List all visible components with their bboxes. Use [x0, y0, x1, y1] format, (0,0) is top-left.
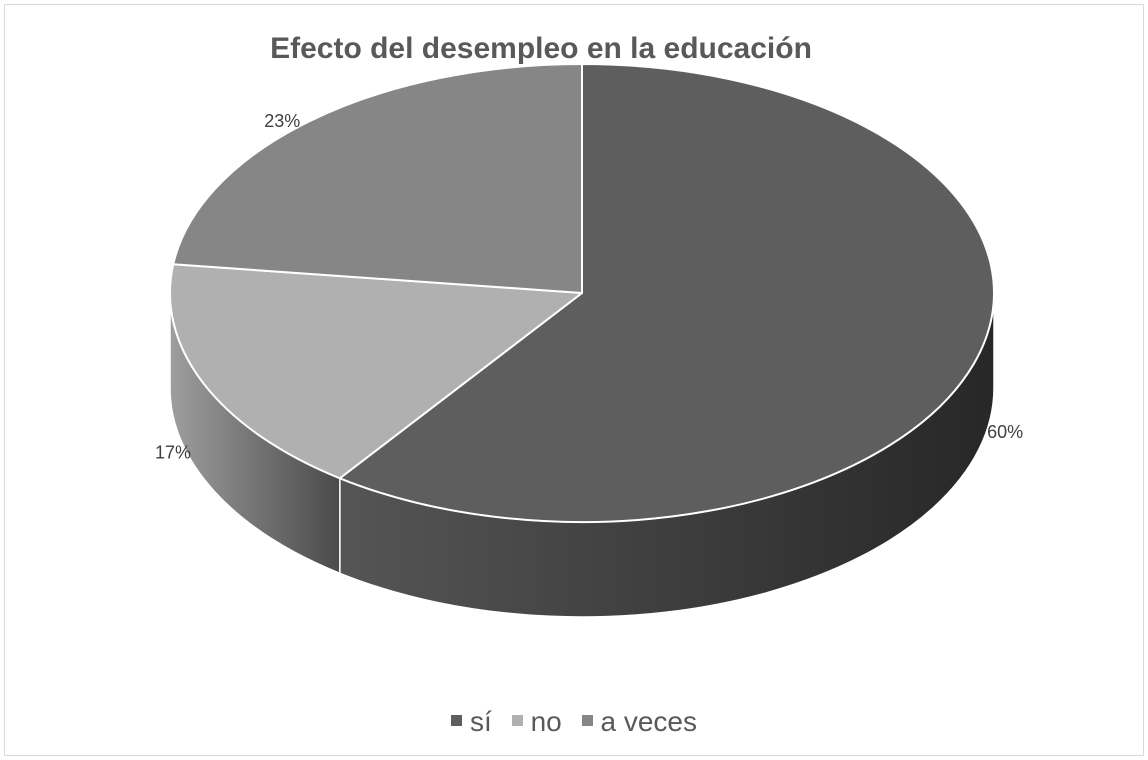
data-label-si: 60%: [987, 422, 1023, 442]
pie-slice-si: [338, 63, 995, 523]
legend-swatch-si: [451, 715, 462, 726]
legend-swatch-a-veces: [581, 715, 593, 726]
legend-label-a-veces: a veces: [600, 706, 698, 737]
legend-item-a-veces: a veces: [581, 706, 698, 738]
pie-slice-no: [169, 263, 583, 480]
legend-label-no: no: [530, 706, 562, 737]
legend-swatch-no: [511, 715, 523, 726]
data-label-a-veces: 23%: [264, 111, 300, 131]
chart-title: Efecto del desempleo en la educación: [270, 32, 812, 65]
chart-legend: sí no a veces: [0, 706, 1148, 738]
legend-item-no: no: [511, 706, 562, 738]
legend-label-si: sí: [470, 706, 492, 737]
legend-item-si: sí: [451, 706, 492, 738]
pie-slice-a-veces: [172, 63, 583, 294]
data-label-no: 17%: [155, 442, 191, 462]
